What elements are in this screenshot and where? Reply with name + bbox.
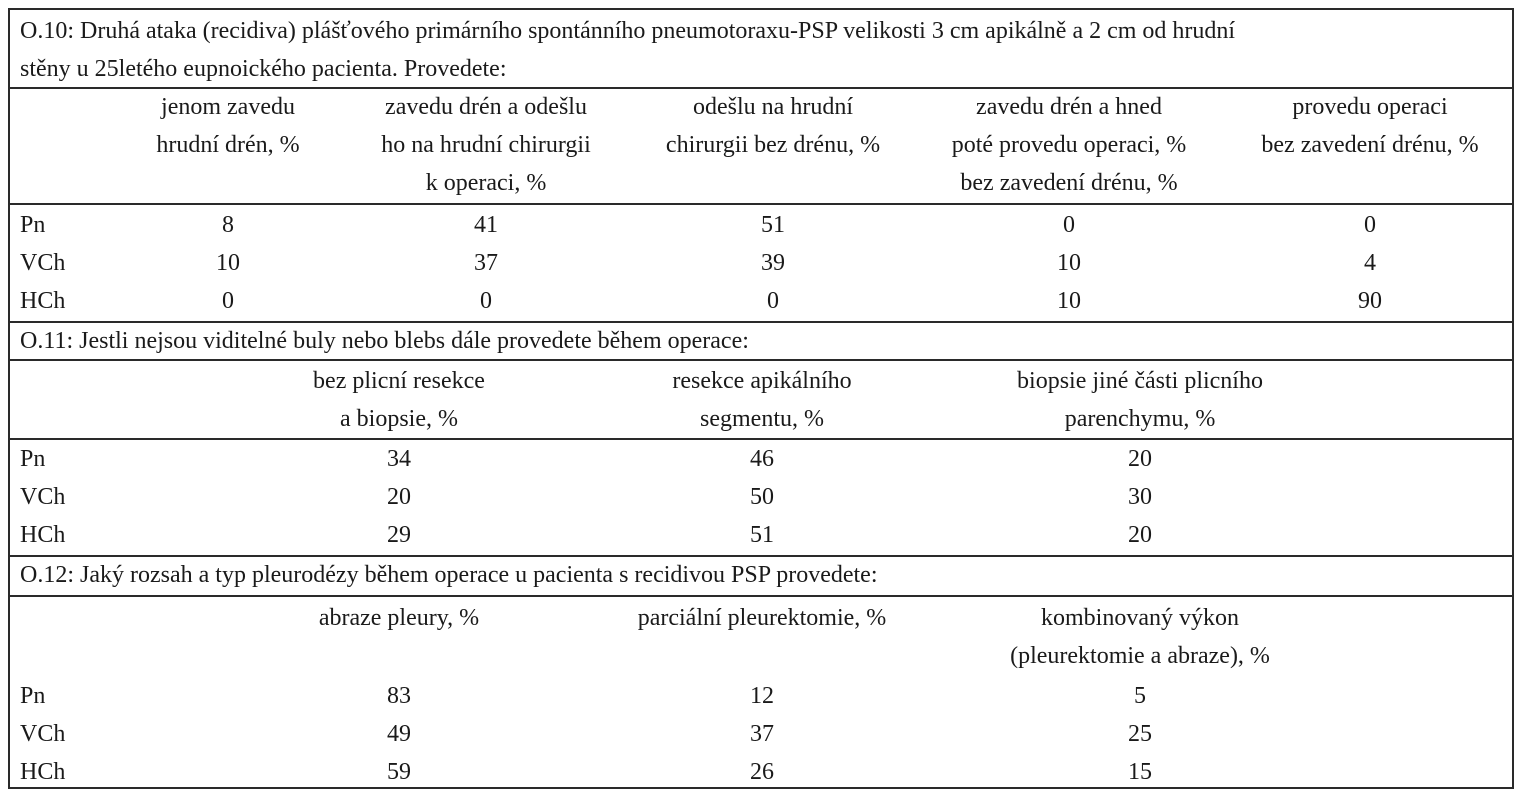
column-header: bez plicní resekce xyxy=(313,368,485,394)
survey-table: O.10: Druhá ataka (recidiva) plášťového … xyxy=(8,8,1514,789)
table-cell: 37 xyxy=(474,250,498,276)
column-header: bez zavedení drénu, % xyxy=(960,170,1178,196)
row-label: Pn xyxy=(20,683,46,709)
table-cell: 25 xyxy=(1128,721,1152,747)
divider xyxy=(10,555,1512,557)
table-cell: 0 xyxy=(1063,212,1075,238)
column-header: chirurgii bez drénu, % xyxy=(665,132,881,158)
table-cell: 15 xyxy=(1128,759,1152,785)
table-cell: 0 xyxy=(1364,212,1376,238)
row-label: VCh xyxy=(20,250,66,276)
table-cell: 83 xyxy=(387,683,411,709)
divider xyxy=(10,87,1512,89)
table-cell: 10 xyxy=(216,250,240,276)
table-cell: 0 xyxy=(480,288,492,314)
divider xyxy=(10,359,1512,361)
column-header: odešlu na hrudní xyxy=(693,94,853,120)
question-text: stěny u 25letého eupnoického pacienta. P… xyxy=(20,56,507,82)
table-cell: 46 xyxy=(750,446,774,472)
table-cell: 0 xyxy=(767,288,779,314)
column-header: zavedu drén a odešlu xyxy=(385,94,587,120)
column-header: ho na hrudní chirurgii xyxy=(381,132,591,158)
table-cell: 10 xyxy=(1057,250,1081,276)
table-cell: 5 xyxy=(1134,683,1146,709)
row-label: Pn xyxy=(20,446,46,472)
column-header: hrudní drén, % xyxy=(156,132,300,158)
table-cell: 34 xyxy=(387,446,411,472)
table-cell: 4 xyxy=(1364,250,1376,276)
row-label: VCh xyxy=(20,721,66,747)
column-header: kombinovaný výkon xyxy=(1041,605,1239,631)
divider xyxy=(10,321,1512,323)
table-cell: 30 xyxy=(1128,484,1152,510)
table-cell: 41 xyxy=(474,212,498,238)
column-header: provedu operaci xyxy=(1292,94,1448,120)
row-label: HCh xyxy=(20,759,66,785)
column-header: parciální pleurektomie, % xyxy=(637,605,887,631)
table-cell: 20 xyxy=(387,484,411,510)
column-header: k operaci, % xyxy=(425,170,547,196)
column-header: poté provedu operaci, % xyxy=(951,132,1187,158)
divider xyxy=(10,203,1512,205)
table-cell: 0 xyxy=(222,288,234,314)
row-label: VCh xyxy=(20,484,66,510)
table-cell: 26 xyxy=(750,759,774,785)
column-header: resekce apikálního xyxy=(672,368,852,394)
column-header: abraze pleury, % xyxy=(318,605,480,631)
row-label: HCh xyxy=(20,288,66,314)
table-cell: 39 xyxy=(761,250,785,276)
column-header: zavedu drén a hned xyxy=(976,94,1162,120)
column-header: biopsie jiné části plicního xyxy=(1017,368,1263,394)
table-cell: 50 xyxy=(750,484,774,510)
table-cell: 8 xyxy=(222,212,234,238)
divider xyxy=(10,595,1512,597)
question-text: O.10: Druhá ataka (recidiva) plášťového … xyxy=(20,18,1236,44)
table-cell: 10 xyxy=(1057,288,1081,314)
question-text: O.12: Jaký rozsah a typ pleurodézy během… xyxy=(20,562,878,588)
column-header: segmentu, % xyxy=(700,406,824,432)
column-header: jenom zavedu xyxy=(161,94,295,120)
column-header: (pleurektomie a abraze), % xyxy=(1010,643,1270,669)
divider xyxy=(10,438,1512,440)
table-cell: 51 xyxy=(761,212,785,238)
table-cell: 59 xyxy=(387,759,411,785)
column-header: parenchymu, % xyxy=(1064,406,1216,432)
row-label: Pn xyxy=(20,212,46,238)
row-label: HCh xyxy=(20,522,66,548)
column-header: a biopsie, % xyxy=(340,406,458,432)
column-header: bez zavedení drénu, % xyxy=(1261,132,1479,158)
table-cell: 20 xyxy=(1128,446,1152,472)
table-cell: 49 xyxy=(387,721,411,747)
question-text: O.11: Jestli nejsou viditelné buly nebo … xyxy=(20,328,749,354)
table-cell: 37 xyxy=(750,721,774,747)
table-cell: 90 xyxy=(1358,288,1382,314)
table-cell: 20 xyxy=(1128,522,1152,548)
table-cell: 29 xyxy=(387,522,411,548)
table-cell: 12 xyxy=(750,683,774,709)
table-cell: 51 xyxy=(750,522,774,548)
